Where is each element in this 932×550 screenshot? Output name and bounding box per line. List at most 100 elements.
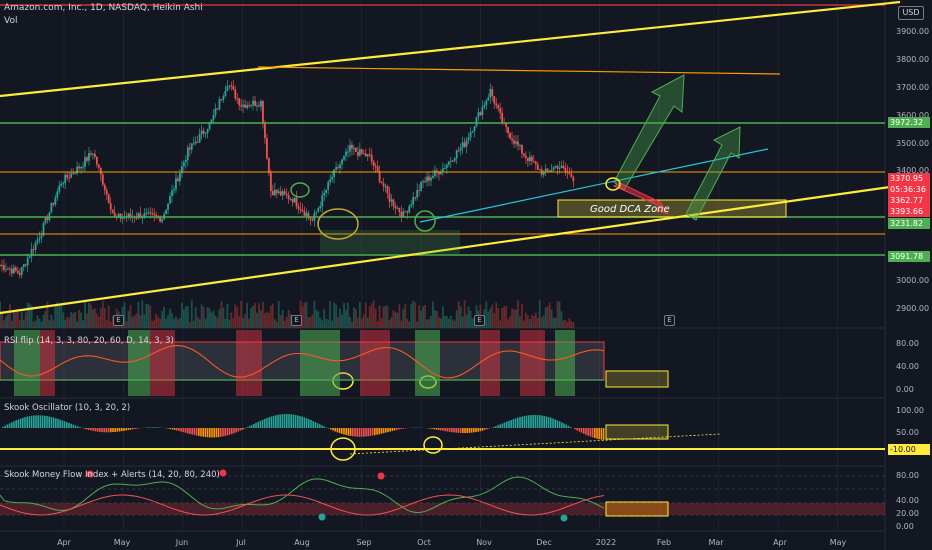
oscillator-bar xyxy=(35,415,37,428)
oscillator-bar xyxy=(209,428,211,438)
volume-bar xyxy=(212,310,215,328)
oscillator-bar xyxy=(123,428,125,431)
volume-bar xyxy=(64,319,67,328)
volume-bar xyxy=(534,312,537,328)
candle-body xyxy=(159,216,162,222)
volume-bar xyxy=(155,313,158,328)
volume-bar xyxy=(38,318,41,328)
volume-bar xyxy=(453,320,456,328)
oscillator-bar xyxy=(488,428,490,429)
candle-body xyxy=(528,156,531,162)
candle-body xyxy=(10,268,13,274)
volume-bar xyxy=(289,313,292,328)
oscillator-bar xyxy=(204,428,207,438)
candle-body xyxy=(392,199,395,207)
volume-bar xyxy=(497,307,500,328)
volume-bar xyxy=(92,309,94,328)
rsi-tick-label: 80.00 xyxy=(896,339,919,348)
oscillator-bar xyxy=(277,414,279,428)
earnings-badge[interactable]: E xyxy=(474,315,485,326)
volume-bar xyxy=(260,310,262,328)
volume-bar xyxy=(354,309,357,328)
oscillator-bar xyxy=(354,428,356,437)
volume-bar xyxy=(171,313,173,328)
candle-body xyxy=(109,203,112,210)
oscillator-bar xyxy=(585,428,587,435)
oscillator-bar xyxy=(41,415,44,428)
candle-body xyxy=(562,165,565,169)
volume-bar xyxy=(234,304,237,328)
oscillator-bar xyxy=(228,428,231,435)
mfi-projection-box xyxy=(605,501,669,517)
candle-body xyxy=(285,193,288,196)
currency-badge[interactable]: USD xyxy=(898,6,924,20)
oscillator-bar xyxy=(79,427,81,428)
oscillator-bar xyxy=(110,428,112,433)
oscillator-bar xyxy=(587,428,589,436)
mfi-pane-title[interactable]: Skook Money Flow Index + Alerts (14, 20,… xyxy=(4,470,220,480)
candle-body xyxy=(161,219,164,222)
volume-bar xyxy=(343,302,345,328)
volume-bar xyxy=(62,312,65,328)
oscillator-bar xyxy=(250,425,253,428)
candle-body xyxy=(501,112,504,123)
candle-body xyxy=(228,85,231,87)
rsi-tick-label: 0.00 xyxy=(896,385,914,394)
oscillator-bar xyxy=(74,425,77,428)
rsi-pane-title[interactable]: RSI flip (14, 3, 3, 80, 20, 60, D, 14, 3… xyxy=(4,336,174,346)
volume-bar xyxy=(489,308,492,328)
volume-bar xyxy=(325,318,328,328)
oscillator-bar xyxy=(510,419,512,428)
earnings-badge[interactable]: E xyxy=(291,315,302,326)
rsi-signal-band xyxy=(128,330,150,396)
candle-body xyxy=(111,209,114,213)
oscillator-bar xyxy=(52,417,55,428)
candle-body xyxy=(137,213,140,218)
rsi-signal-band xyxy=(236,330,262,396)
x-tick-label: Feb xyxy=(656,538,672,547)
candle-body xyxy=(179,173,181,182)
oscillator-bar xyxy=(22,417,24,428)
oscillator-bar xyxy=(352,428,354,437)
earnings-badge[interactable]: E xyxy=(113,315,124,326)
oscillator-bar xyxy=(191,428,193,435)
volume-bar xyxy=(515,309,517,328)
oscillator-bar xyxy=(114,428,116,432)
volume-bar xyxy=(5,316,7,328)
oscillator-bar xyxy=(431,428,433,429)
candle-body xyxy=(54,197,57,205)
volume-bar xyxy=(546,306,549,328)
oscillator-bar xyxy=(268,417,270,428)
volume-bar xyxy=(519,316,521,328)
candle-body xyxy=(443,168,446,170)
x-tick-label: Apr xyxy=(57,538,71,547)
candle-body xyxy=(552,167,555,171)
candle-body xyxy=(386,186,389,194)
volume-bar xyxy=(196,317,199,328)
candle-body xyxy=(192,143,195,145)
earnings-badge[interactable]: E xyxy=(664,315,675,326)
volume-bar xyxy=(279,315,282,328)
candle-body xyxy=(258,105,260,107)
candle-body xyxy=(145,212,148,214)
volume-bar xyxy=(206,307,209,328)
oscillator-bar xyxy=(24,417,26,428)
oscillator-bar xyxy=(477,428,479,432)
volume-bar xyxy=(463,300,466,328)
volume-bar xyxy=(352,307,355,328)
oscillator-pane-title[interactable]: Skook Oscillator (10, 3, 20, 2) xyxy=(4,403,131,413)
candle-body xyxy=(194,141,197,144)
volume-bar xyxy=(503,306,506,328)
candle-body xyxy=(254,100,256,106)
candle-body xyxy=(542,172,545,175)
oscillator-bar xyxy=(292,414,295,428)
candle-body xyxy=(398,207,401,212)
volume-bar xyxy=(360,318,363,328)
candle-body xyxy=(84,157,86,167)
rsi-signal-band xyxy=(360,330,390,396)
candle-body xyxy=(234,89,237,99)
oscillator-bar xyxy=(156,427,158,428)
candle-body xyxy=(127,213,130,218)
oscillator-bar xyxy=(371,428,374,436)
